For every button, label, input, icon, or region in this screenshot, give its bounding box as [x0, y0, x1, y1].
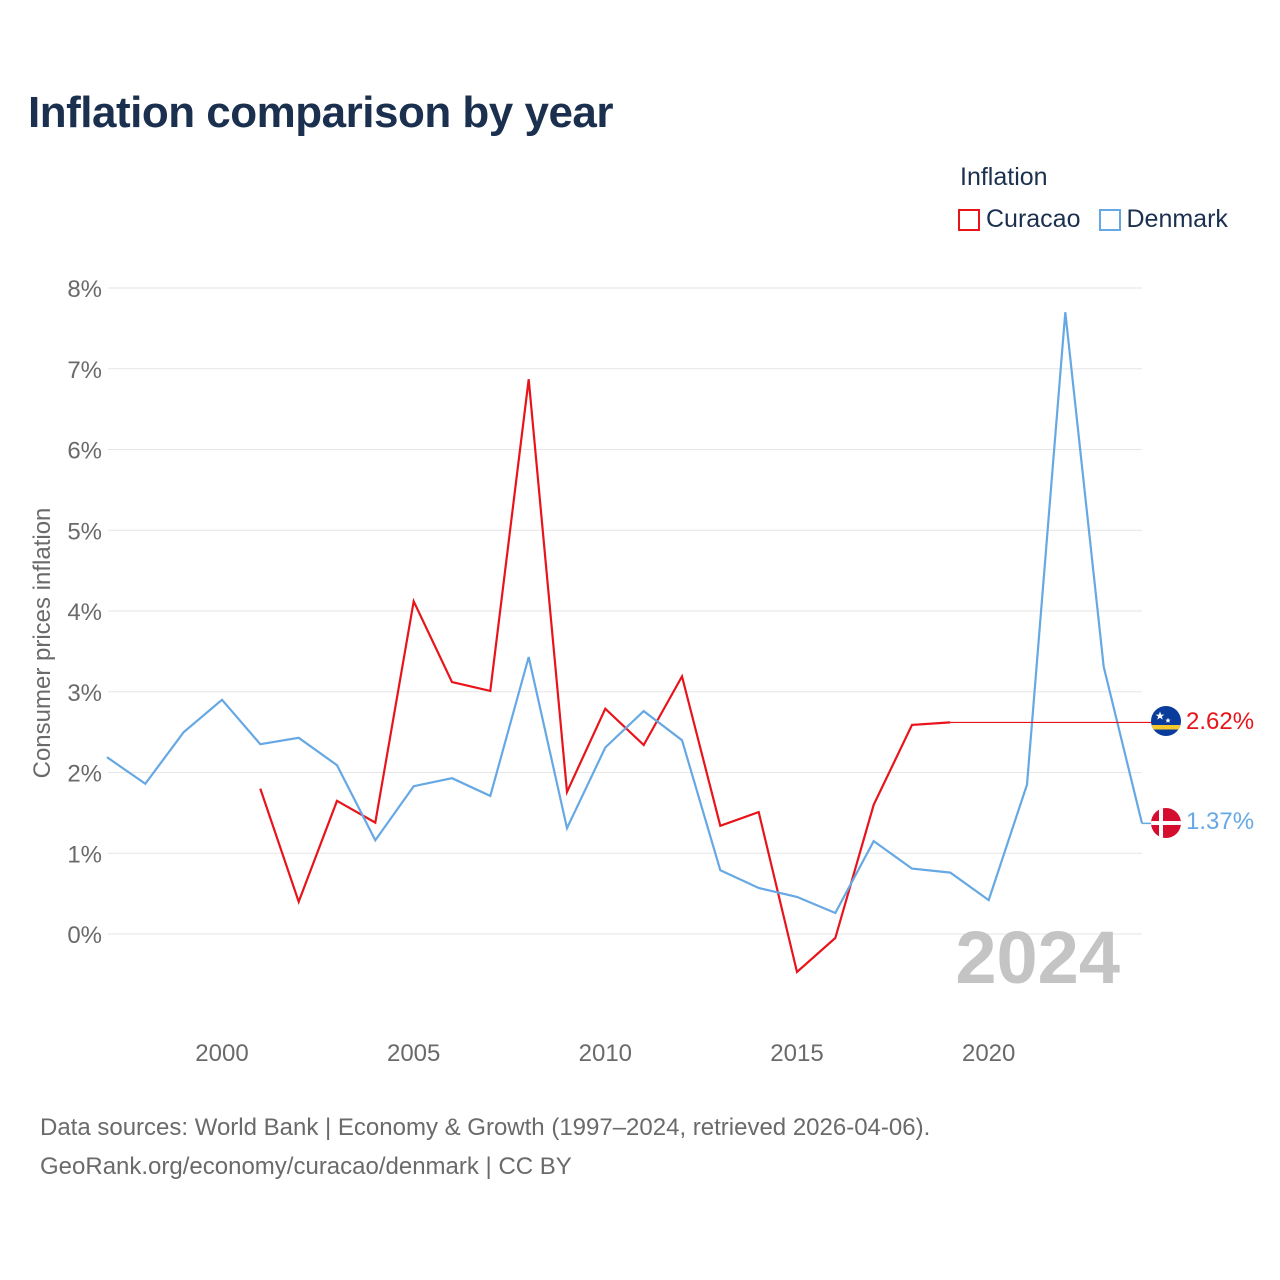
series-line-denmark: [106, 312, 1144, 915]
grid-lines: [108, 287, 1142, 935]
legend-item-denmark[interactable]: Denmark: [1098, 205, 1228, 234]
x-tick-label: 2020: [962, 1040, 1015, 1067]
year-watermark: 2024: [955, 916, 1120, 999]
y-tick-label: 1%: [67, 841, 102, 868]
y-tick-label: 7%: [67, 357, 102, 384]
y-tick-label: 3%: [67, 680, 102, 707]
x-tick-label: 2000: [195, 1040, 248, 1067]
y-tick-label: 4%: [67, 599, 102, 626]
legend-item-curacao[interactable]: Curacao: [958, 205, 1081, 234]
y-axis-label: Consumer prices inflation: [29, 508, 56, 779]
curacao-flag-icon: [1151, 706, 1181, 736]
legend: Curacao Denmark: [958, 205, 1228, 234]
denmark-flag-icon: [1151, 808, 1181, 838]
x-axis-tick-labels: 2000 2005 2010 2015 2020: [195, 1040, 1015, 1067]
legend-swatch-denmark: [1098, 208, 1121, 231]
y-tick-label: 6%: [67, 438, 102, 465]
y-tick-label: 8%: [67, 276, 102, 303]
legend-label-denmark: Denmark: [1126, 205, 1228, 233]
source-note: Data sources: World Bank | Economy & Gro…: [40, 1108, 930, 1186]
y-axis-tick-labels: 0% 1% 2% 3% 4% 5% 6% 7% 8%: [67, 276, 102, 949]
x-tick-label: 2005: [387, 1040, 440, 1067]
series-lines: [106, 312, 1144, 975]
source-line-2[interactable]: GeoRank.org/economy/curacao/denmark | CC…: [40, 1153, 572, 1180]
y-tick-label: 2%: [67, 761, 102, 788]
y-tick-label: 0%: [67, 922, 102, 949]
denmark-end-label: 1.37%: [1186, 808, 1254, 835]
y-tick-label: 5%: [67, 518, 102, 545]
legend-title: Inflation: [960, 163, 1048, 191]
curacao-end-label: 2.62%: [1186, 708, 1254, 735]
page-title: Inflation comparison by year: [28, 88, 614, 137]
x-tick-label: 2015: [770, 1040, 823, 1067]
legend-swatch-curacao: [958, 208, 980, 231]
series-line-curacao: [259, 379, 951, 975]
source-line-1: Data sources: World Bank | Economy & Gro…: [40, 1114, 931, 1141]
x-tick-label: 2010: [579, 1040, 632, 1067]
legend-label-curacao: Curacao: [986, 205, 1081, 233]
end-markers: 2.62% 1.37%: [950, 706, 1254, 838]
